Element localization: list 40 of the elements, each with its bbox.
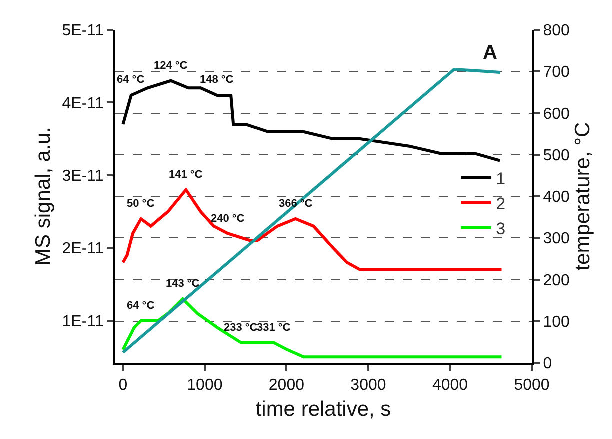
- annotation: 148 °C: [200, 74, 234, 86]
- annotation: 64 °C: [127, 300, 155, 312]
- y-tick-label: 2E-11: [62, 240, 104, 258]
- annotation: 331 °C: [257, 322, 291, 334]
- y2-tick-label: 300: [543, 230, 570, 248]
- y2-tick-label: 0: [543, 356, 552, 373]
- x-tick-label: 1000: [187, 377, 223, 394]
- annotation: 233 °C: [224, 322, 258, 334]
- y2-tick-label: 200: [543, 272, 570, 290]
- x-tick-label: 2000: [268, 377, 305, 394]
- annotation: 124 °C: [154, 60, 188, 72]
- y-tick-label: 4E-11: [62, 95, 104, 112]
- y2-axis-title: temperature, °C: [572, 122, 595, 271]
- annotation: 143 °C: [166, 278, 200, 290]
- annotation: 64 °C: [117, 74, 145, 86]
- legend-label: 1: [496, 169, 506, 188]
- x-tick-label: 3000: [350, 377, 386, 394]
- y-tick-label: 1E-11: [62, 313, 104, 330]
- line-series: [122, 298, 504, 359]
- y2-tick-label: 800: [543, 22, 570, 40]
- y-tick-label: 3E-11: [62, 168, 104, 186]
- y2-tick-label: 700: [543, 64, 570, 82]
- annotation: A: [483, 42, 498, 64]
- x-tick-label: 0: [118, 377, 128, 394]
- annotation: 366 °C: [279, 198, 313, 210]
- y2-tick-label: 500: [543, 147, 570, 164]
- x-axis-title: time relative, s: [256, 398, 392, 421]
- x-tick-label: 5000: [514, 377, 550, 394]
- y2-tick-label: 600: [543, 106, 570, 123]
- legend-label: 2: [496, 194, 506, 214]
- annotation: 141 °C: [169, 169, 203, 181]
- annotation: 240 °C: [211, 213, 245, 225]
- legend-label: 3: [496, 220, 506, 239]
- y2-tick-label: 400: [543, 189, 570, 206]
- y-axis-title: MS signal, a.u.: [32, 127, 55, 266]
- annotation: 50 °C: [127, 198, 155, 210]
- line-series: [122, 188, 504, 272]
- y-tick-label: 5E-11: [62, 22, 104, 40]
- y2-tick-label: 100: [543, 314, 570, 331]
- x-tick-label: 4000: [432, 377, 468, 394]
